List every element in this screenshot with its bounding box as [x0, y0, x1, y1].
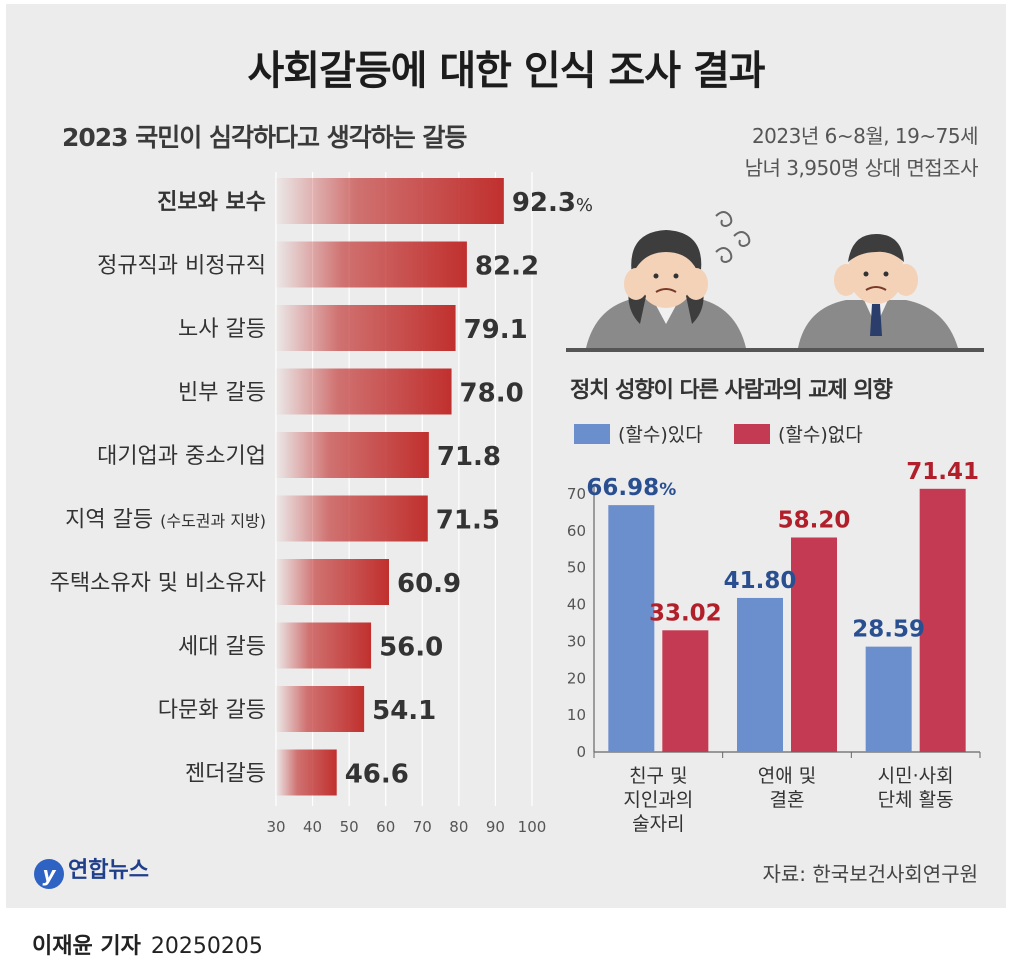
category-label: 지역 갈등 (수도권과 지방) [65, 508, 266, 533]
x-tick-label: 30 [266, 818, 285, 836]
bar [608, 505, 655, 752]
left-chart-title: 2023 국민이 심각하다고 생각하는 갈등 [62, 123, 467, 152]
x-tick-label: 70 [413, 818, 432, 836]
category-label: 시민·사회 단체 활동 [878, 765, 954, 811]
bar [276, 241, 467, 288]
bar [276, 559, 390, 605]
value-label: 58.20 [778, 507, 851, 533]
credit-date: 20250205 [150, 934, 263, 959]
bar [662, 630, 709, 752]
category-label: 젠더갈등 [185, 762, 266, 787]
value-label: 56.0 [379, 633, 443, 663]
y-tick-label: 20 [567, 669, 586, 687]
man-figure [798, 234, 958, 348]
yonhap-logo: y 연합뉴스 [34, 852, 149, 889]
category-label: 다문화 갈등 [158, 698, 266, 723]
legend-item-no: (할수)없다 [734, 420, 863, 447]
category-label: 대기업과 중소기업 [97, 444, 266, 469]
value-label: 82.2 [475, 252, 539, 282]
y-tick-label: 30 [567, 632, 586, 650]
value-label: 60.9 [397, 569, 461, 599]
legend-item-yes: (할수)있다 [574, 420, 703, 447]
right-chart-title: 정치 성향이 다른 사람과의 교제 의향 [570, 378, 893, 403]
bar [276, 622, 372, 669]
credit-line: 이재윤 기자 20250205 [32, 928, 263, 960]
bar [276, 368, 452, 415]
x-tick-label: 100 [518, 818, 547, 836]
value-label: 71.41 [906, 459, 979, 485]
y-tick-label: 40 [567, 596, 586, 614]
y-tick-label: 70 [567, 485, 586, 503]
legend-label-yes: (할수)있다 [618, 424, 703, 446]
y-tick-label: 0 [576, 743, 586, 761]
legend-swatch-no [734, 424, 770, 444]
category-label: 친구 및 지인과의 술자리 [623, 765, 693, 835]
value-label: 71.5 [436, 506, 500, 536]
value-label: 41.80 [724, 568, 797, 594]
category-label: 주택소유자 및 비소유자 [50, 571, 266, 596]
bar [865, 646, 912, 752]
y-tick-label: 60 [567, 522, 586, 540]
value-label: 28.59 [852, 617, 925, 643]
bar [791, 537, 837, 752]
value-label: 54.1 [372, 696, 436, 726]
value-label: 33.02 [649, 600, 722, 626]
value-label: 78.0 [460, 379, 524, 409]
y-tick-label: 50 [567, 559, 586, 577]
category-label: 세대 갈등 [178, 635, 266, 660]
value-label: 92.3 [512, 188, 576, 218]
stressed-people-illustration [566, 211, 984, 352]
bar [919, 488, 966, 752]
category-label: 진보와 보수 [157, 190, 266, 215]
value-label: 66.98% [586, 475, 676, 501]
category-label: 연애 및 결혼 [758, 765, 816, 811]
bar [276, 305, 456, 351]
category-label: 정규직과 비정규직 [97, 254, 266, 279]
legend-swatch-yes [574, 424, 610, 444]
main-title: 사회갈등에 대한 인식 조사 결과 [247, 48, 765, 94]
infographic-panel [6, 4, 1006, 908]
bar [276, 686, 365, 732]
legend-label-no: (할수)없다 [778, 424, 863, 446]
desk-line [566, 348, 984, 352]
category-label: 노사 갈등 [178, 317, 266, 342]
y-tick-label: 10 [567, 706, 586, 724]
x-tick-label: 90 [486, 818, 505, 836]
logo-text: 연합뉴스 [68, 858, 149, 883]
value-label: 79.1 [464, 315, 528, 345]
bar [737, 597, 783, 752]
bar [276, 749, 337, 796]
unit-label: % [576, 195, 593, 216]
bar [276, 432, 429, 478]
x-tick-label: 40 [303, 818, 322, 836]
survey-sample: 남녀 3,950명 상대 면접조사 [744, 156, 979, 180]
bar [276, 178, 504, 224]
category-label: 빈부 갈등 [178, 381, 266, 406]
bar [276, 495, 428, 542]
value-label: 46.6 [345, 760, 409, 790]
woman-figure [586, 230, 746, 348]
x-tick-label: 80 [449, 818, 468, 836]
reporter-name: 이재윤 기자 [32, 934, 141, 959]
value-label: 71.8 [437, 442, 501, 472]
source-note: 자료: 한국보건사회연구원 [762, 862, 979, 886]
x-tick-label: 50 [340, 818, 359, 836]
yonhap-logo-icon: y [34, 859, 64, 889]
survey-period: 2023년 6~8월, 19~75세 [751, 124, 979, 148]
x-tick-label: 60 [376, 818, 395, 836]
dizzy-swirls [715, 211, 751, 264]
